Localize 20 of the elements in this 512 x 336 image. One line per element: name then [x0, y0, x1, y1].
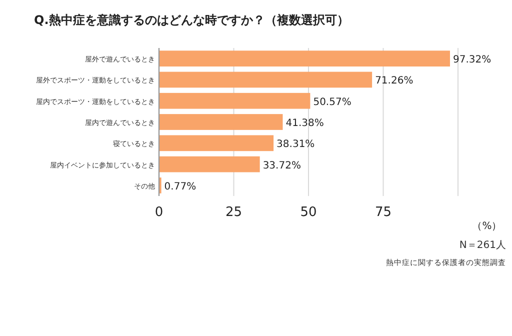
bar — [159, 50, 450, 66]
text: N＝261人 — [459, 240, 506, 251]
bar — [159, 92, 310, 109]
data-label: 71.26% — [375, 76, 414, 87]
data-label: 97.32% — [452, 54, 492, 66]
x-axis-title: （%） — [472, 221, 502, 232]
chart-title: Q.熱中症を意識するのはどんな時ですか？（複数選択可） — [34, 13, 349, 27]
x-tick-label: 25 — [225, 205, 242, 220]
bar — [159, 156, 260, 172]
data-label: 0.77% — [164, 181, 196, 192]
data-label: 50.57% — [313, 96, 352, 108]
x-tick-label: 50 — [300, 205, 317, 220]
data-label: 41.38% — [286, 118, 324, 129]
x-tick-label: 0 — [154, 205, 164, 220]
data-label: 38.31% — [276, 139, 315, 150]
data-label: 33.72% — [262, 160, 301, 172]
bar — [159, 135, 274, 152]
bar — [159, 114, 283, 130]
x-tick-label: 75 — [374, 205, 392, 220]
bar — [159, 72, 372, 88]
